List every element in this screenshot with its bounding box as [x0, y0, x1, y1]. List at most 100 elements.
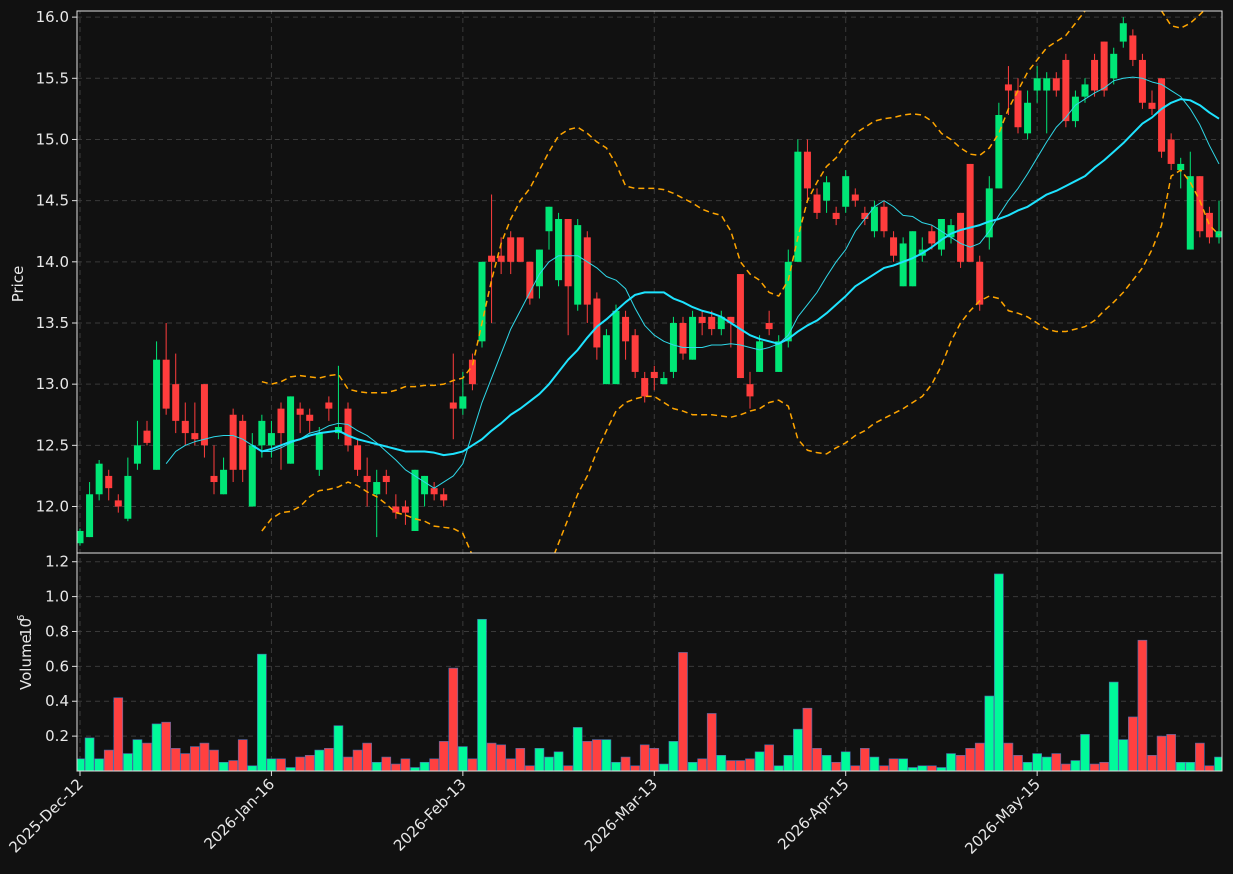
- candle-body: [746, 384, 754, 397]
- candle-body: [153, 359, 161, 470]
- volume-bar: [276, 758, 286, 771]
- volume-bar: [860, 748, 870, 771]
- candle-body: [870, 206, 878, 232]
- candle-body: [172, 384, 180, 421]
- candle-body: [1062, 59, 1070, 122]
- candle-body: [832, 212, 840, 219]
- volume-bar: [218, 761, 229, 771]
- volume-bar: [266, 758, 277, 771]
- volume-bar: [448, 667, 459, 771]
- candle-body: [1186, 176, 1194, 250]
- candle-body: [478, 261, 486, 342]
- candle-body: [1119, 23, 1127, 42]
- volume-bar: [735, 760, 746, 771]
- volume-bar: [142, 742, 152, 771]
- volume-bar: [1022, 761, 1033, 771]
- candle-body: [708, 316, 716, 330]
- candle-body: [679, 322, 687, 354]
- candle-body: [784, 261, 792, 342]
- volume-bar: [1013, 755, 1023, 771]
- candle-body: [191, 433, 199, 440]
- volume-bar: [1204, 765, 1215, 771]
- candle-body: [315, 433, 323, 470]
- volume-bar: [1070, 760, 1081, 771]
- volume-bar: [467, 758, 478, 771]
- volume-bar: [113, 697, 124, 771]
- volume-bar: [764, 744, 774, 771]
- candle-body: [813, 194, 821, 213]
- volume-bar: [391, 763, 401, 771]
- price-axis-label: Price: [9, 266, 27, 303]
- candle-body: [1004, 84, 1012, 91]
- candle-body: [143, 430, 151, 443]
- candle-body: [564, 218, 572, 287]
- volume-bar: [601, 739, 612, 771]
- volume-bar: [1195, 742, 1205, 771]
- candle-body: [421, 475, 429, 495]
- candle-body: [296, 408, 304, 415]
- volume-bar: [812, 748, 822, 771]
- candle-body: [440, 494, 448, 501]
- candle-body: [1014, 90, 1022, 128]
- volume-bar: [965, 748, 975, 771]
- candle-body: [133, 445, 141, 464]
- candle-body: [258, 420, 266, 446]
- y-tick-label: 12.5: [36, 436, 69, 454]
- volume-bar: [745, 758, 755, 771]
- candle-body: [325, 402, 333, 409]
- candle-body: [306, 414, 314, 421]
- candle-body: [756, 341, 764, 372]
- volume-bar: [649, 748, 660, 771]
- volume-bar: [917, 765, 928, 771]
- candle-body: [602, 335, 610, 385]
- candle-body: [1071, 96, 1079, 122]
- candle-body: [880, 206, 888, 232]
- volume-bar: [1108, 681, 1119, 771]
- volume-bar: [592, 739, 602, 771]
- candle-body: [890, 237, 898, 256]
- volume-bar: [994, 573, 1004, 771]
- volume-bar: [773, 765, 784, 771]
- candle-body: [277, 408, 285, 434]
- volume-bar: [879, 765, 889, 771]
- volume-bar: [1003, 742, 1014, 771]
- y-tick-label: 15.0: [36, 130, 69, 148]
- volume-bar: [955, 755, 966, 771]
- candle-body: [497, 255, 505, 262]
- volume-bar: [687, 761, 698, 771]
- volume-bar: [209, 749, 219, 771]
- candle-body: [1196, 176, 1204, 232]
- volume-bar: [678, 652, 688, 771]
- volume-bar: [831, 761, 841, 771]
- candle-body: [449, 402, 457, 409]
- volume-bar: [668, 741, 679, 771]
- candle-body: [899, 243, 907, 287]
- candle-body: [162, 359, 170, 409]
- y-tick-label: 0.8: [45, 622, 69, 640]
- candle-body: [842, 176, 850, 207]
- volume-bar: [984, 695, 995, 771]
- candle-body: [641, 378, 649, 397]
- candle-body: [957, 212, 965, 262]
- volume-bar: [123, 753, 133, 771]
- volume-bar: [1080, 734, 1090, 771]
- candle-body: [1081, 84, 1089, 97]
- volume-bar: [515, 748, 526, 771]
- volume-bar: [362, 742, 372, 771]
- volume-bar: [850, 765, 861, 771]
- volume-bar: [611, 761, 621, 771]
- volume-bar: [1118, 739, 1129, 771]
- volume-bar: [419, 761, 430, 771]
- volume-bar: [295, 756, 305, 771]
- y-tick-label: 1.0: [45, 588, 69, 606]
- volume-bar: [324, 748, 334, 771]
- candle-body: [401, 506, 409, 513]
- candle-body: [698, 316, 706, 323]
- volume-bar: [936, 767, 947, 771]
- candle-body: [593, 298, 601, 348]
- volume-bar: [161, 721, 171, 771]
- volume-bar: [716, 755, 727, 771]
- candle-body: [95, 463, 103, 495]
- volume-bar: [1175, 761, 1186, 771]
